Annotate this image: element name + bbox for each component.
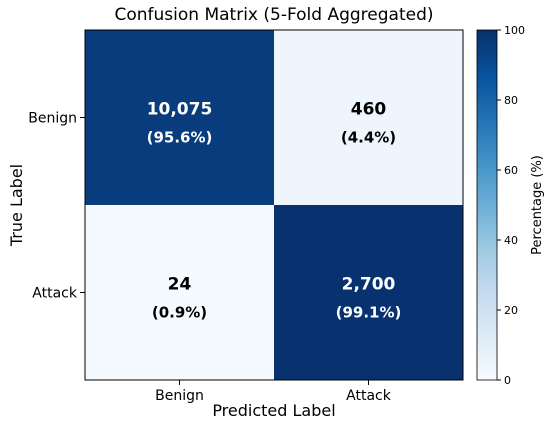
colorbar-tick-label: 100 xyxy=(504,24,525,37)
chart-title: Confusion Matrix (5-Fold Aggregated) xyxy=(114,5,433,25)
y-tick-label: Benign xyxy=(28,111,77,127)
cell-percent-label: (0.9%) xyxy=(152,304,207,322)
x-tick-label: Attack xyxy=(346,388,392,404)
heatmap-cell xyxy=(85,30,274,205)
colorbar xyxy=(476,29,498,381)
heatmap-cell xyxy=(85,205,274,380)
heatmap-cell-labels: 10,075 (95.6%) 460 (4.4%) 24 (0.9%) 2,700 (99.1… xyxy=(147,100,402,322)
colorbar-ticks: 0 20 40 60 80 100 xyxy=(497,24,525,387)
cell-count-label: 460 xyxy=(351,100,387,120)
colorbar-tick-label: 60 xyxy=(504,164,518,177)
heatmap-cell xyxy=(274,30,463,205)
colorbar-label: Percentage (%) xyxy=(530,155,545,255)
y-tick-label: Attack xyxy=(32,286,78,302)
cell-percent-label: (99.1%) xyxy=(336,304,402,322)
cell-percent-label: (95.6%) xyxy=(147,129,213,147)
colorbar-tick-label: 20 xyxy=(504,304,518,317)
plot-frame xyxy=(84,29,464,381)
y-axis: Benign Attack xyxy=(28,111,85,302)
heatmap-cells xyxy=(85,30,463,380)
cell-count-label: 24 xyxy=(168,275,192,295)
colorbar-tick-label: 0 xyxy=(504,374,511,387)
x-axis-label: Predicted Label xyxy=(212,401,335,420)
cell-percent-label: (4.4%) xyxy=(341,129,396,147)
heatmap-cell xyxy=(274,205,463,380)
x-axis: Benign Attack xyxy=(155,380,392,404)
colorbar-tick-label: 80 xyxy=(504,94,518,107)
cell-count-label: 2,700 xyxy=(342,275,396,295)
y-axis-label: True Label xyxy=(7,164,26,247)
x-tick-label: Benign xyxy=(155,388,204,404)
cell-count-label: 10,075 xyxy=(147,100,213,120)
colorbar-tick-label: 40 xyxy=(504,234,518,247)
